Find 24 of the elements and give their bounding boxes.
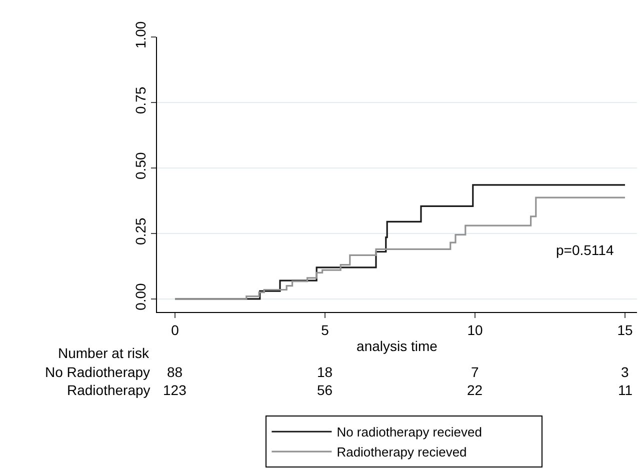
text: 123 xyxy=(163,382,187,398)
x-tick-label: 5 xyxy=(321,322,330,338)
y-tick-label: 0.00 xyxy=(132,282,148,310)
text: 56 xyxy=(317,382,333,398)
text: 11 xyxy=(618,382,633,398)
x-tick-label: 10 xyxy=(467,322,483,338)
y-tick-label: 0.50 xyxy=(132,152,148,180)
legend-label: Radiotherapy recieved xyxy=(336,444,467,460)
y-tick-label: 1.00 xyxy=(132,21,148,49)
text: Number at risk xyxy=(58,345,150,361)
y-tick-label: 0.75 xyxy=(132,86,148,114)
annotation: p=0.5114 xyxy=(556,242,614,258)
legend-label: No radiotherapy recieved xyxy=(336,424,482,440)
y-tick-label: 0.25 xyxy=(132,217,148,245)
x-axis-title: analysis time xyxy=(356,338,438,354)
text: No Radiotherapy xyxy=(45,364,150,380)
text: 7 xyxy=(471,364,479,380)
text: 18 xyxy=(317,364,333,380)
x-tick-label: 15 xyxy=(617,322,633,338)
x-tick-label: 0 xyxy=(171,322,180,338)
text: 3 xyxy=(621,364,629,380)
text: Radiotherapy xyxy=(67,382,150,398)
text: 88 xyxy=(167,364,183,380)
text: 22 xyxy=(467,382,483,398)
